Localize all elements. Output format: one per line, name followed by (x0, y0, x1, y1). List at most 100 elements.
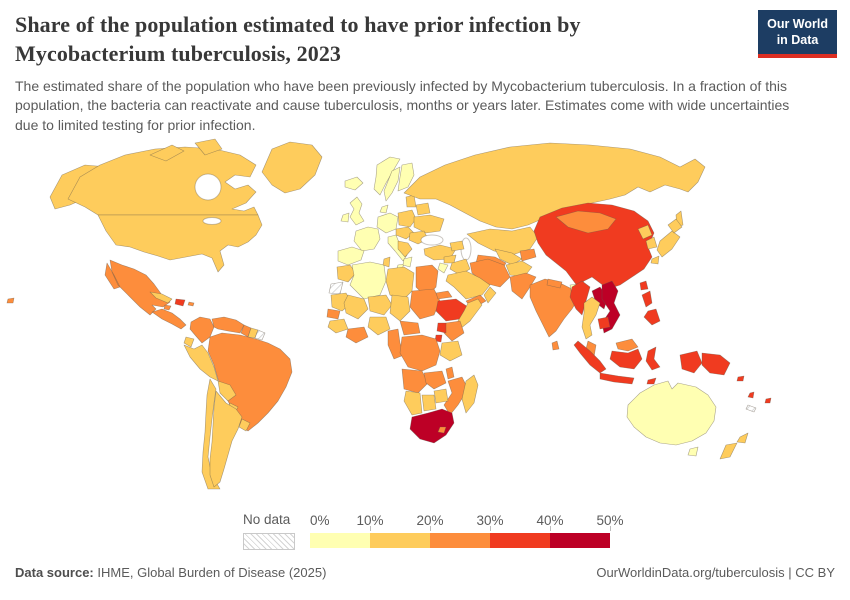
region-denmark[interactable] (379, 204, 389, 214)
region-french-guiana[interactable] (254, 329, 266, 341)
region-indonesia-sulawesi[interactable] (645, 346, 661, 371)
region-kenya[interactable] (443, 320, 465, 342)
region-tanzania[interactable] (439, 340, 463, 362)
region-taiwan[interactable] (639, 280, 649, 291)
region-algeria[interactable] (349, 261, 387, 300)
owid-logo[interactable]: Our World in Data (758, 10, 837, 59)
region-senegal[interactable] (326, 308, 341, 320)
region-madagascar[interactable] (461, 374, 479, 414)
region-somalia[interactable] (457, 298, 483, 330)
region-tasmania[interactable] (687, 446, 699, 457)
region-hispaniola[interactable] (174, 298, 186, 307)
region-thailand[interactable] (581, 296, 601, 340)
region-north-korea[interactable] (637, 224, 653, 240)
region-central-african-republic[interactable] (399, 320, 421, 336)
region-morocco[interactable] (336, 264, 357, 283)
region-saudi-arabia[interactable] (445, 270, 491, 300)
region-finland[interactable] (397, 162, 415, 192)
region-namibia[interactable] (403, 390, 423, 416)
region-botswana[interactable] (421, 394, 437, 412)
region-united-kingdom[interactable] (349, 196, 365, 226)
region-timor-leste[interactable] (646, 377, 657, 385)
region-sudan[interactable] (409, 288, 441, 320)
region-uganda[interactable] (436, 322, 447, 334)
legend-bin-30-40%[interactable] (490, 533, 550, 548)
region-mongolia[interactable] (555, 210, 617, 234)
legend-no-data-swatch[interactable] (243, 533, 295, 550)
region-kyrgyzstan-tajikistan[interactable] (519, 248, 537, 262)
region-poland[interactable] (397, 209, 417, 228)
region-south-africa[interactable] (409, 408, 455, 444)
region-japan[interactable] (650, 218, 683, 265)
region-dr-congo[interactable] (399, 334, 441, 372)
region-indonesia-kalimantan[interactable] (609, 348, 643, 370)
region-ireland[interactable] (340, 212, 350, 223)
region-france[interactable] (353, 226, 381, 252)
legend-bin-20-30%[interactable] (430, 533, 490, 548)
region-kazakhstan[interactable] (466, 226, 539, 256)
region-oman[interactable] (483, 286, 497, 304)
region-mexico[interactable] (104, 259, 171, 316)
region-israel-jordan[interactable] (437, 262, 449, 274)
region-libya[interactable] (385, 266, 415, 302)
region-puerto-rico[interactable] (187, 301, 195, 307)
legend-bin-0-10%[interactable] (310, 533, 370, 548)
region-pacific-islet[interactable] (6, 297, 15, 304)
region-malawi[interactable] (445, 366, 455, 380)
region-zambia[interactable] (423, 370, 447, 390)
region-south-korea[interactable] (645, 236, 658, 250)
legend-bin-10-20%[interactable] (370, 533, 430, 548)
region-angola[interactable] (401, 368, 429, 394)
region-chile[interactable] (201, 378, 221, 490)
region-nepal[interactable] (546, 278, 563, 289)
region-ukraine[interactable] (413, 214, 445, 234)
region-balkans[interactable] (397, 240, 413, 258)
region-jamaica[interactable] (163, 304, 172, 311)
region-guinea[interactable] (327, 318, 349, 334)
region-western-sahara[interactable] (328, 281, 344, 295)
region-arctic-islands[interactable] (149, 138, 223, 162)
region-argentina[interactable] (209, 390, 243, 488)
region-sweden[interactable] (383, 166, 401, 202)
region-ghana-cote-divoire[interactable] (345, 326, 369, 344)
region-indonesia-papua[interactable] (679, 350, 703, 374)
region-venezuela[interactable] (211, 316, 245, 334)
region-tunisia[interactable] (382, 256, 391, 268)
region-zimbabwe[interactable] (433, 388, 449, 404)
region-niger[interactable] (367, 294, 393, 316)
region-ecuador[interactable] (183, 336, 195, 348)
region-norway[interactable] (373, 156, 401, 196)
region-philippines[interactable] (641, 290, 661, 326)
region-uruguay[interactable] (238, 418, 251, 432)
region-malaysia-borneo[interactable] (615, 338, 639, 352)
region-iberia[interactable] (337, 246, 365, 266)
region-solomon-islands[interactable] (736, 375, 745, 382)
region-new-caledonia[interactable] (745, 404, 757, 413)
region-sri-lanka[interactable] (551, 340, 560, 351)
region-indonesia-java[interactable] (599, 372, 635, 385)
region-eritrea[interactable] (435, 290, 453, 300)
region-greece[interactable] (402, 256, 413, 268)
region-bolivia[interactable] (217, 380, 237, 402)
region-fiji[interactable] (764, 397, 772, 404)
region-papua-new-guinea[interactable] (701, 352, 731, 376)
region-united-states[interactable] (97, 214, 263, 273)
region-mali[interactable] (343, 294, 369, 320)
region-russia[interactable] (403, 142, 706, 230)
region-greenland[interactable] (261, 141, 323, 194)
region-lesotho[interactable] (437, 426, 447, 434)
region-mozambique[interactable] (443, 376, 469, 416)
region-germany-central-europe[interactable] (376, 212, 399, 234)
owid-citation-link[interactable]: OurWorldinData.org/tuberculosis | CC BY (596, 565, 835, 580)
region-iceland[interactable] (344, 176, 364, 191)
region-peru[interactable] (183, 344, 219, 382)
region-cambodia[interactable] (597, 316, 611, 330)
region-central-america[interactable] (151, 308, 187, 330)
region-belarus[interactable] (415, 202, 431, 216)
region-new-zealand[interactable] (719, 432, 749, 460)
region-caucasus[interactable] (449, 240, 465, 252)
region-australia[interactable] (626, 380, 717, 446)
region-cuba[interactable] (149, 291, 173, 304)
region-chad[interactable] (389, 294, 411, 322)
region-vanuatu[interactable] (747, 391, 755, 399)
